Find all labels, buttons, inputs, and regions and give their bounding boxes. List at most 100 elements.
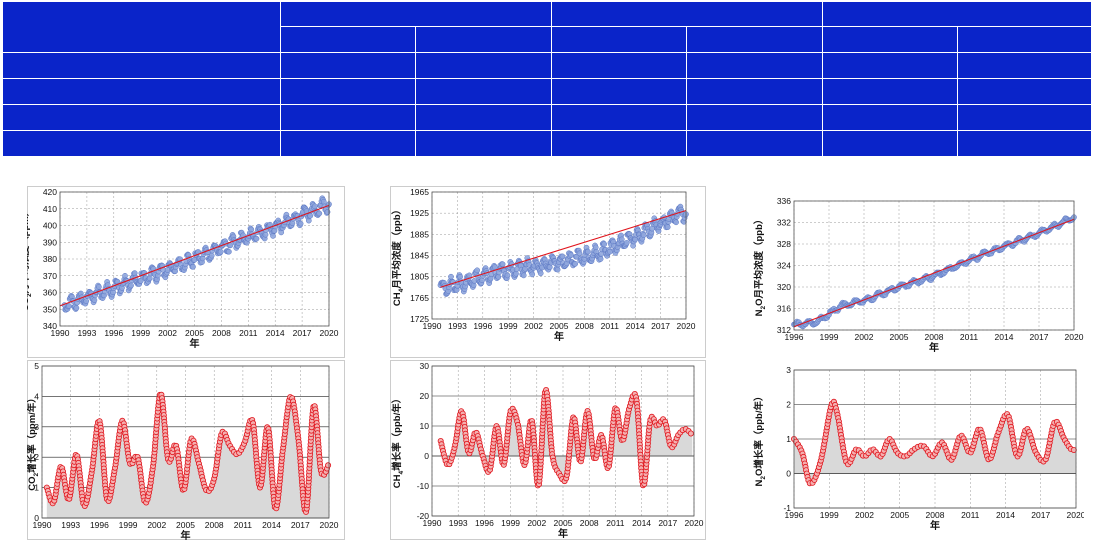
table-subheader-cell: [415, 26, 552, 53]
x-axis-label: 年: [554, 330, 564, 343]
x-tick-label: 2020: [1065, 332, 1084, 342]
y-tick-label: 1: [786, 434, 791, 444]
x-tick-label: 2008: [926, 510, 945, 520]
data-point: [499, 261, 506, 268]
table-cell: [957, 78, 1092, 105]
x-axis-label: 年: [558, 527, 568, 540]
table-cell: [280, 130, 416, 157]
y-axis-label-main: CH: [392, 292, 403, 306]
x-tick-label: 2002: [158, 328, 177, 338]
table-cell: [822, 78, 958, 105]
table-cell: [686, 104, 823, 131]
table-row: [2, 52, 1092, 79]
x-tick-label: 2014: [996, 510, 1015, 520]
y-tick-label: 370: [43, 271, 57, 281]
x-tick-label: 2002: [527, 518, 546, 528]
x-tick-label: 2005: [890, 510, 909, 520]
x-tick-label: 2020: [685, 518, 704, 528]
table-cell: [415, 130, 552, 157]
x-tick-label: 1996: [90, 520, 109, 530]
y-axis-label-rest: O月平均浓度（ppb）: [753, 215, 765, 306]
growth-markers: [437, 386, 694, 489]
table-cell: [822, 104, 958, 131]
growth-marker: [1070, 447, 1077, 454]
y-tick-label: 30: [420, 361, 430, 371]
y-tick-label: -1: [783, 503, 791, 513]
data-point: [96, 284, 102, 290]
x-tick-label: 2014: [266, 328, 285, 338]
x-tick-label: 1993: [77, 328, 96, 338]
y-tick-label: 340: [43, 321, 57, 331]
data-point: [146, 275, 153, 282]
table-cell: [551, 130, 687, 157]
data-point: [270, 233, 276, 239]
x-tick-label: 2020: [320, 520, 339, 530]
x-axis-label: 年: [190, 337, 200, 350]
x-tick-label: 2017: [1031, 510, 1050, 520]
y-tick-label: 390: [43, 237, 57, 247]
x-tick-label: 2008: [212, 328, 231, 338]
data-point: [305, 217, 312, 224]
table-subheader-cell: [822, 26, 958, 53]
data-point: [529, 271, 536, 278]
y-tick-label: 1725: [410, 314, 429, 324]
table-header-corner: [2, 1, 281, 53]
x-tick-label: 2014: [632, 518, 651, 528]
n2o-concentration-chart: 312 316 320 324 328 332 336 1996 1999 2002 2005 200…: [753, 196, 1084, 354]
x-tick-label: 2002: [855, 510, 874, 520]
x-tick-label: 2008: [575, 321, 594, 331]
data-point: [307, 212, 314, 219]
co2-concentration-chart: 340 350 360 370 380 390 400 410 420 1990 1993 1996 1…: [27, 186, 345, 358]
y-axis-label: CO2月平均浓度（ppm）: [27, 207, 33, 311]
x-tick-label: 2005: [185, 328, 204, 338]
data-point: [673, 219, 679, 226]
data-point: [297, 220, 304, 227]
x-tick-label: 2005: [550, 321, 569, 331]
y-axis-label-main: CH: [392, 474, 403, 488]
y-tick-label: 3: [34, 422, 39, 432]
y-tick-label: 1: [34, 483, 39, 493]
y-axis-label-rest: 月平均浓度（ppm）: [27, 207, 31, 295]
plot-border: [41, 365, 330, 519]
x-axis-label: 年: [929, 341, 939, 354]
n2o-growth-rate-chart: -1 0 1 2 3 1996 1999 2002 2005 2008 2011 2014 2017 20…: [753, 365, 1084, 532]
growth-markers: [43, 391, 332, 515]
x-tick-label: 2011: [960, 332, 979, 342]
data-point: [606, 248, 613, 255]
y-tick-label: 1845: [410, 251, 429, 261]
data-point: [66, 303, 72, 309]
growth-markers: [791, 398, 1077, 487]
data-point: [504, 272, 511, 279]
plot-border: [431, 365, 695, 517]
x-tick-label: 2005: [176, 520, 195, 530]
y-axis-label-subscript: 2: [33, 473, 40, 477]
x-tick-label: 1990: [51, 328, 70, 338]
data-point: [554, 266, 561, 273]
trend-line: [793, 218, 1075, 328]
x-tick-label: 1999: [499, 321, 518, 331]
y-tick-label: -20: [417, 511, 430, 521]
x-tick-label: 1990: [423, 321, 442, 331]
y-tick-label: 360: [43, 288, 57, 298]
y-tick-label: 316: [777, 304, 791, 314]
x-tick-label: 2002: [524, 321, 543, 331]
y-axis-label-rest: 增长率（ppm/年）: [27, 393, 38, 473]
x-tick-label: 1993: [448, 321, 467, 331]
growth-marker: [325, 462, 332, 469]
data-point: [208, 252, 215, 259]
data-point: [253, 235, 260, 242]
table-cell: [551, 52, 687, 79]
y-axis-label-subscript: 2: [760, 306, 767, 310]
x-tick-label: 2017: [1030, 332, 1049, 342]
table-cell: [415, 52, 552, 79]
x-tick-label: 1993: [61, 520, 80, 530]
y-tick-label: 1925: [410, 208, 429, 218]
y-tick-label: -10: [417, 481, 430, 491]
x-tick-label: 2017: [291, 520, 310, 530]
y-tick-label: 20: [420, 391, 430, 401]
x-tick-label: 2002: [147, 520, 166, 530]
y-axis-label: CH4月平均浓度（ppb）: [391, 205, 405, 306]
y-tick-label: 410: [43, 204, 57, 214]
data-point: [91, 297, 98, 303]
y-tick-label: 10: [420, 421, 430, 431]
